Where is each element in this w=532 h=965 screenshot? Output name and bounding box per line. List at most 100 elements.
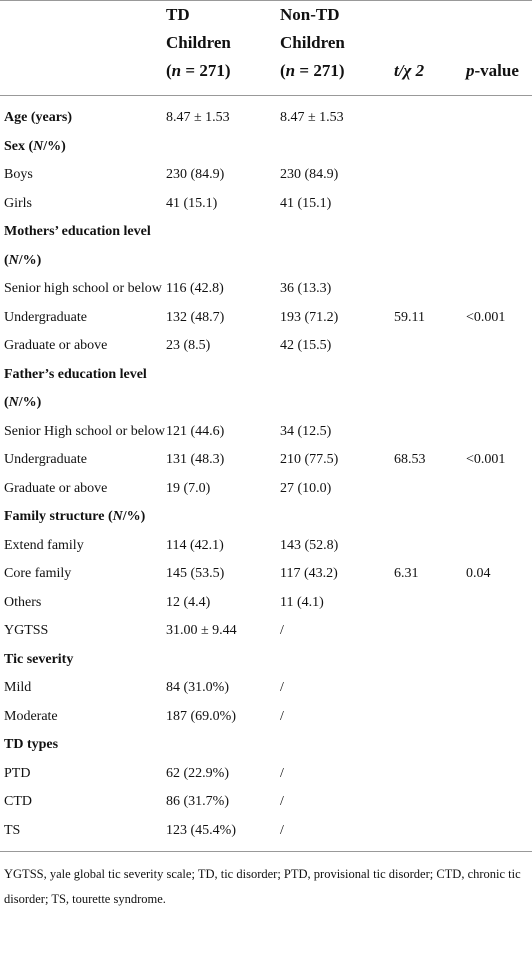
table-cell — [280, 361, 394, 418]
row-label: Core family — [0, 560, 166, 589]
text-run: TD types — [4, 737, 59, 752]
text-run: YGTSS — [4, 623, 49, 638]
table-cell — [166, 361, 280, 418]
table-cell: 117 (43.2) — [280, 560, 394, 589]
table-cell — [466, 161, 532, 190]
table-cell — [280, 646, 394, 675]
table-cell — [466, 731, 532, 760]
text-run: Sex ( — [4, 138, 34, 154]
table-cell — [394, 275, 466, 304]
cell-text: 8.47 ± 1.53 — [280, 110, 344, 125]
table-cell — [394, 418, 466, 447]
table-cell — [394, 361, 466, 418]
text-run: /%) — [18, 252, 42, 268]
row-label: PTD — [0, 760, 166, 789]
header-line: Children — [280, 29, 394, 57]
cell-text: 19 (7.0) — [166, 480, 211, 496]
row-label: Senior High school or below — [0, 418, 166, 447]
text-run: Tic severity — [4, 651, 74, 667]
table-cell: 145 (53.5) — [166, 560, 280, 589]
table-row: CTD 86 (31.7%) / — [0, 788, 532, 817]
header-cell: t/χ 2 — [394, 1, 466, 96]
cell-text: 86 (31.7%) — [166, 794, 229, 809]
header-line: Children — [166, 29, 280, 57]
table-cell — [394, 589, 466, 618]
row-label: Girls — [0, 190, 166, 219]
table-cell: / — [280, 760, 394, 789]
table-row: Graduate or above 23 (8.5) 42 (15.5) — [0, 332, 532, 361]
row-label: Moderate — [0, 703, 166, 732]
text-run: Non-TD — [280, 5, 340, 24]
table-cell — [466, 503, 532, 532]
text-run: Age (years) — [4, 110, 73, 125]
table-cell — [394, 532, 466, 561]
italic-run: N — [8, 395, 19, 410]
cell-text: 8.47 ± 1.53 — [166, 110, 230, 125]
page: TD Children (n = 271) Non-TD Children (n = 27… — [0, 0, 532, 906]
cell-text: 116 (42.8) — [166, 281, 224, 296]
table-row: Core family 145 (53.5) 117 (43.2) 6.31 0.04 — [0, 560, 532, 589]
cell-text: 36 (13.3) — [280, 281, 332, 296]
table-cell: / — [280, 788, 394, 817]
table-row: Age (years) 8.47 ± 1.53 8.47 ± 1.53 — [0, 96, 532, 133]
table-cell: <0.001 — [466, 446, 532, 475]
footnote: YGTSS, yale global tic severity scale; T… — [4, 867, 521, 906]
table-cell — [394, 760, 466, 789]
row-label: Age (years) — [0, 96, 166, 133]
italic-run: t/χ 2 — [394, 61, 425, 80]
text-run: Children — [280, 33, 345, 52]
table-row: YGTSS 31.00 ± 9.44 / — [0, 617, 532, 646]
table-cell — [394, 332, 466, 361]
table-cell — [394, 96, 466, 133]
text-run: TS — [4, 822, 21, 838]
table-cell — [394, 133, 466, 162]
cell-text: 23 (8.5) — [166, 338, 211, 353]
table-cell — [166, 218, 280, 275]
text-run: Others — [4, 594, 42, 610]
cell-text: 230 (84.9) — [166, 167, 225, 182]
header-line: (n = 271) — [166, 57, 280, 85]
table-cell — [394, 190, 466, 219]
table-cell: 34 (12.5) — [280, 418, 394, 447]
table-row: Extend family 114 (42.1) 143 (52.8) — [0, 532, 532, 561]
header-cell: TD Children (n = 271) — [166, 1, 280, 96]
table-row: Others 12 (4.4) 11 (4.1) — [0, 589, 532, 618]
text-run: Father’s education level ( — [4, 366, 147, 411]
cell-text: / — [280, 708, 284, 724]
table-cell — [394, 731, 466, 760]
table-cell: / — [280, 817, 394, 852]
row-label: Boys — [0, 161, 166, 190]
table-cell: 27 (10.0) — [280, 475, 394, 504]
cell-text: 31.00 ± 9.44 — [166, 623, 237, 638]
header-cell: Non-TD Children (n = 271) — [280, 1, 394, 96]
table-cell: 132 (48.7) — [166, 304, 280, 333]
table-cell — [394, 703, 466, 732]
table-cell: 59.11 — [394, 304, 466, 333]
table-cell: 8.47 ± 1.53 — [280, 96, 394, 133]
table-cell — [394, 161, 466, 190]
text-run: ( — [166, 61, 172, 80]
row-label: Family structure (N/%) — [0, 503, 166, 532]
row-label: Graduate or above — [0, 332, 166, 361]
cell-text: 11 (4.1) — [280, 594, 324, 610]
cell-text: / — [280, 765, 284, 781]
table-cell — [466, 96, 532, 133]
text-run: /%) — [43, 138, 66, 154]
table-cell — [394, 817, 466, 852]
table-cell — [394, 674, 466, 703]
cell-text: 59.11 — [394, 309, 425, 325]
cell-text: 193 (71.2) — [280, 309, 339, 325]
row-label: Undergraduate — [0, 304, 166, 333]
text-run: Mothers’ education level ( — [4, 224, 151, 268]
table-cell — [166, 731, 280, 760]
table-cell: 41 (15.1) — [280, 190, 394, 219]
table-cell — [466, 332, 532, 361]
row-label: Sex (N/%) — [0, 133, 166, 162]
table-cell — [466, 190, 532, 219]
table-cell: 12 (4.4) — [166, 589, 280, 618]
cell-text: 84 (31.0%) — [166, 680, 229, 695]
cell-text: 123 (45.4%) — [166, 822, 236, 838]
table-cell: 62 (22.9%) — [166, 760, 280, 789]
table-cell: 193 (71.2) — [280, 304, 394, 333]
text-run: = 271) — [181, 61, 231, 80]
